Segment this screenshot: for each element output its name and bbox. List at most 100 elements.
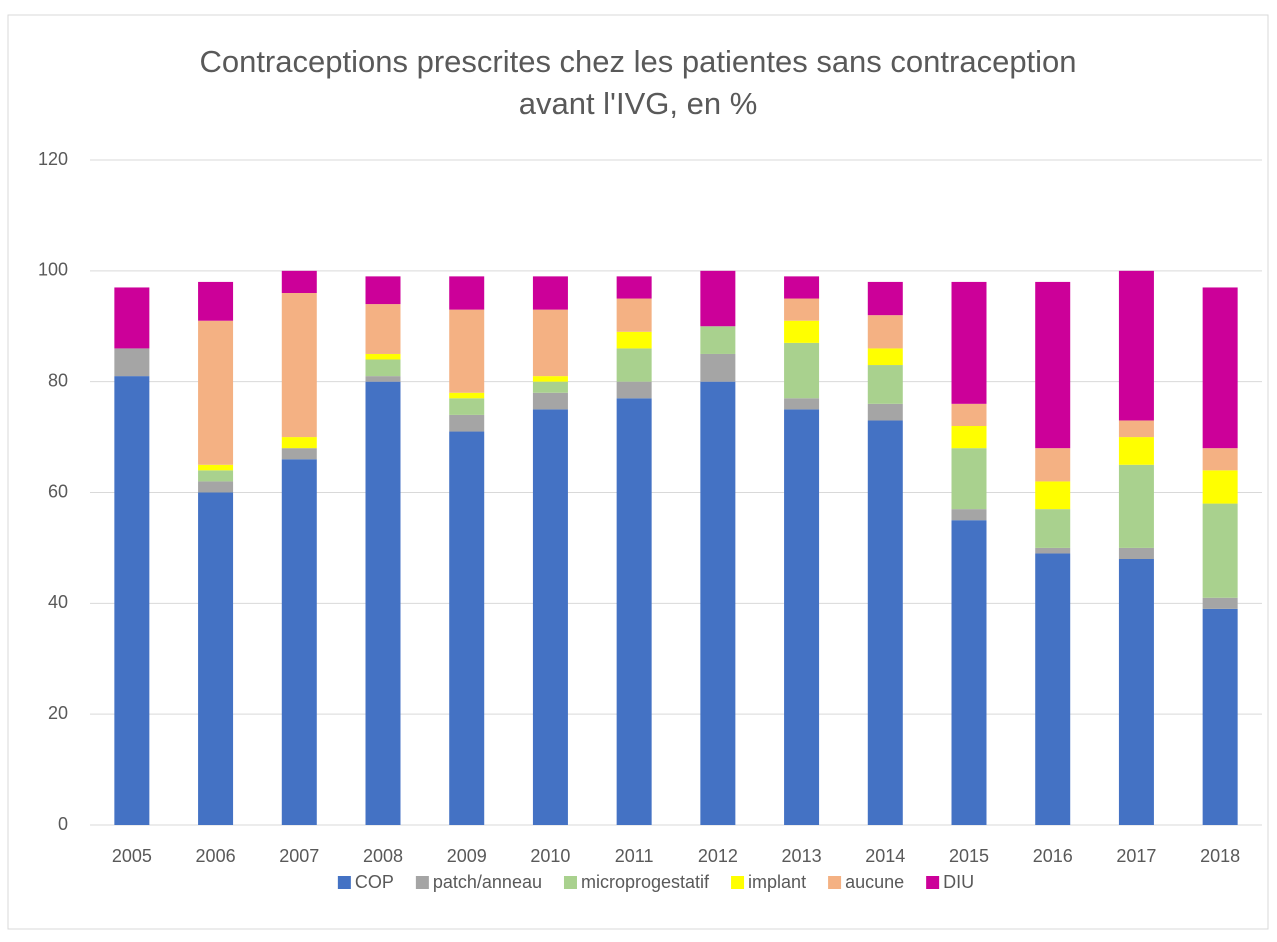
bar-segment [1035, 448, 1071, 482]
bar-segment [1202, 470, 1238, 504]
bar-segment [1035, 481, 1071, 510]
bar-segment [1118, 559, 1154, 825]
bar-segment [532, 381, 568, 393]
x-tick-label: 2005 [112, 846, 152, 866]
bar-segment [951, 520, 987, 825]
x-tick-label: 2014 [865, 846, 905, 866]
bar-segment [1118, 420, 1154, 438]
x-tick-label: 2012 [698, 846, 738, 866]
bar-segment [700, 353, 736, 382]
bar-segment [700, 270, 736, 327]
bar-segment [365, 381, 401, 825]
bar-segment [198, 492, 234, 825]
bar-segment [867, 315, 903, 349]
legend-swatch [337, 876, 351, 889]
bar-segment [365, 359, 401, 377]
bar-segment [616, 331, 652, 349]
bar-segment [784, 320, 820, 343]
bar-segment [700, 381, 736, 825]
bar-segment [532, 376, 568, 382]
bar-segment [532, 409, 568, 825]
legend-swatch [563, 876, 577, 889]
bar-segment [1202, 503, 1238, 598]
bar-segment [867, 420, 903, 825]
bar-segment [281, 293, 317, 438]
x-tick-label: 2016 [1033, 846, 1073, 866]
x-tick-label: 2010 [530, 846, 570, 866]
bar-segment [449, 309, 485, 393]
bar-segment [784, 342, 820, 399]
legend-swatch [926, 876, 940, 889]
bar-segment [365, 376, 401, 382]
x-tick-label: 2007 [279, 846, 319, 866]
bar-segment [198, 464, 234, 471]
legend-swatch [415, 876, 429, 889]
bar-segment [1035, 509, 1071, 548]
x-tick-label: 2009 [447, 846, 487, 866]
bar-segment [449, 276, 485, 310]
x-tick-label: 2015 [949, 846, 989, 866]
bar-segment [449, 414, 485, 432]
legend-label: implant [748, 872, 806, 892]
bar-segment [1118, 270, 1154, 421]
bar-segment [616, 348, 652, 382]
bar-segment [867, 365, 903, 404]
bar-segment [532, 309, 568, 377]
bar-segment [114, 287, 150, 349]
bar-segment [365, 276, 401, 305]
legend-label: COP [355, 872, 394, 892]
bar-segment [951, 426, 987, 449]
y-tick-label: 20 [48, 703, 68, 723]
bar-segment [114, 376, 150, 825]
bar-segment [1118, 464, 1154, 548]
bar-segment [951, 509, 987, 521]
bar-segment [1035, 547, 1071, 554]
y-tick-label: 100 [38, 260, 68, 280]
bar-segment [784, 409, 820, 825]
bar-segment [449, 398, 485, 415]
legend-label: patch/anneau [433, 872, 542, 892]
bar-segment [449, 392, 485, 399]
chart-title: Contraceptions prescrites chez les patie… [199, 44, 1076, 79]
bar-segment [784, 276, 820, 299]
bar-segment [616, 398, 652, 825]
bar-segment [1118, 437, 1154, 465]
bar-segment [951, 281, 987, 404]
bar-segment [365, 353, 401, 360]
legend-label: DIU [943, 872, 974, 892]
bar-segment [1202, 597, 1238, 609]
bar-segment [198, 320, 234, 465]
bar-segment [281, 437, 317, 449]
bar-segment [1118, 547, 1154, 559]
y-tick-label: 40 [48, 592, 68, 612]
bar-segment [700, 326, 736, 354]
bar-segment [951, 448, 987, 510]
bar-segment [114, 348, 150, 377]
bar-segment [532, 392, 568, 410]
bar-segment [281, 270, 317, 293]
bar-segment [1202, 608, 1238, 825]
y-tick-label: 80 [48, 370, 68, 390]
bar-segment [198, 470, 234, 482]
bar-segment [1202, 448, 1238, 471]
x-tick-label: 2013 [782, 846, 822, 866]
chart-title: avant l'IVG, en % [519, 86, 758, 121]
bar-segment [1035, 553, 1071, 825]
bar-segment [281, 459, 317, 825]
bar-segment [867, 348, 903, 366]
bar-segment [784, 298, 820, 321]
y-tick-label: 0 [58, 814, 68, 834]
legend-swatch [731, 876, 745, 889]
x-tick-label: 2017 [1116, 846, 1156, 866]
bar-segment [867, 281, 903, 316]
bar-segment [1035, 281, 1071, 449]
bar-segment [616, 381, 652, 399]
x-tick-label: 2011 [615, 846, 654, 866]
legend-swatch [828, 876, 842, 889]
y-tick-label: 60 [48, 481, 68, 501]
x-tick-label: 2006 [196, 846, 236, 866]
x-tick-label: 2008 [363, 846, 403, 866]
bar-segment [198, 281, 234, 321]
legend-label: aucune [845, 872, 904, 892]
legend-label: microprogestatif [581, 872, 710, 892]
